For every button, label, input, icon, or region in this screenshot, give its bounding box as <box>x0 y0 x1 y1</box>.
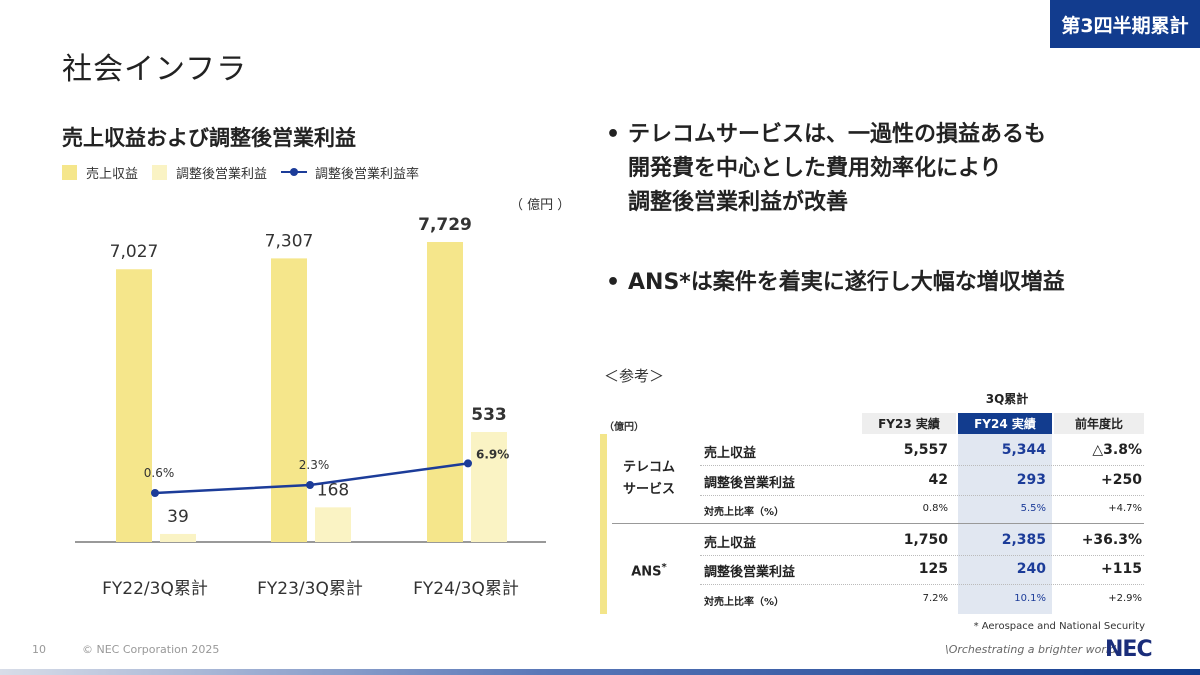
page-title: 社会インフラ <box>62 52 248 87</box>
data-label-revenue: 7,729 <box>418 215 472 235</box>
row-label-revenue: 売上収益 <box>704 446 757 461</box>
segment-divider <box>612 523 1144 524</box>
row-label-margin: 対売上比率（%） <box>704 507 785 518</box>
row-label-op-income: 調整後営業利益 <box>704 565 796 580</box>
segment-accent-bar <box>600 434 607 614</box>
segment-name-ans-mark: * <box>661 562 667 573</box>
row-divider <box>700 584 1144 585</box>
table-unit-label: （億円） <box>604 422 644 433</box>
bar-op-income <box>315 507 351 542</box>
copyright: © NEC Corporation 2025 <box>82 643 220 656</box>
cell-telecom-margin-yoy: +4.7% <box>1108 503 1142 514</box>
point-margin <box>151 489 159 497</box>
data-label-op-income: 533 <box>471 405 507 425</box>
cell-ans-revenue-yoy: +36.3% <box>1081 532 1142 548</box>
cell-telecom-margin-fy24: 5.5% <box>1020 503 1046 514</box>
tagline: \Orchestrating a brighter world <box>945 643 1116 656</box>
legend-label-revenue: 売上収益 <box>86 166 139 182</box>
cell-telecom-revenue-fy24: 5,344 <box>1001 442 1046 458</box>
cell-telecom-revenue-yoy: △3.8% <box>1092 442 1142 458</box>
legend-item-revenue: 売上収益 <box>62 163 138 182</box>
segment-name-telecom: テレコム サービス <box>612 457 686 501</box>
bullet-ans: • ANS*は案件を着実に遂行し大幅な増収増益 <box>602 266 1172 300</box>
data-label-revenue: 7,307 <box>265 231 314 251</box>
x-tick-label: FY22/3Q累計 <box>102 579 208 599</box>
cell-ans-op-income-fy23: 125 <box>918 561 948 577</box>
cell-telecom-op-income-yoy: +250 <box>1101 472 1142 488</box>
period-header: 3Q累計 <box>985 392 1029 406</box>
row-divider <box>700 495 1144 496</box>
reference-label: ＜参考＞ <box>604 367 665 385</box>
point-margin <box>464 459 472 468</box>
chart-unit-label: （ 億円 ） <box>510 198 571 213</box>
cell-ans-margin-yoy: +2.9% <box>1108 593 1142 604</box>
data-label-margin: 2.3% <box>299 458 330 472</box>
bar-op-income <box>471 432 507 542</box>
bar-revenue <box>116 269 152 542</box>
bar-revenue <box>427 242 463 542</box>
legend-label-op-income: 調整後営業利益 <box>176 166 268 182</box>
cell-telecom-op-income-fy24: 293 <box>1016 472 1046 488</box>
data-label-margin: 6.9% <box>476 447 509 461</box>
bar-op-income <box>160 533 196 542</box>
period-badge: 第3四半期累計 <box>1050 0 1200 48</box>
bottom-gradient-band <box>0 669 1200 675</box>
cell-ans-margin-fy23: 7.2% <box>922 593 948 604</box>
row-label-revenue: 売上収益 <box>704 536 757 551</box>
chart-title: 売上収益および調整後営業利益 <box>62 126 356 150</box>
segment-name-telecom-line-1: テレコム <box>622 460 675 475</box>
bullet-dot: • <box>606 122 621 147</box>
col-header-fy23: FY23 実績 <box>862 413 956 434</box>
data-label-op-income: 39 <box>167 507 189 527</box>
data-label-revenue: 7,027 <box>110 242 159 262</box>
cell-ans-op-income-yoy: +115 <box>1101 561 1142 577</box>
cell-telecom-op-income-fy23: 42 <box>928 472 948 488</box>
cell-telecom-revenue-fy23: 5,557 <box>903 442 948 458</box>
row-label-op-income: 調整後営業利益 <box>704 476 796 491</box>
nec-logo: NEC <box>1105 637 1153 662</box>
bullet-telecom-line-3: 調整後営業利益が改善 <box>628 190 849 215</box>
segment-name-telecom-line-2: サービス <box>622 482 675 497</box>
bullet-ans-line-1: ANS*は案件を着実に遂行し大幅な増収増益 <box>628 270 1065 295</box>
bar-revenue <box>271 258 307 542</box>
data-label-margin: 0.6% <box>144 466 175 480</box>
legend-swatch-revenue <box>62 164 77 180</box>
cell-ans-margin-fy24: 10.1% <box>1014 593 1046 604</box>
cell-ans-revenue-fy23: 1,750 <box>903 532 948 548</box>
row-label-margin: 対売上比率（%） <box>704 597 785 608</box>
x-tick-label: FY24/3Q累計 <box>413 579 519 599</box>
bullet-dot: • <box>606 270 621 295</box>
footnote: * Aerospace and National Security <box>973 621 1145 632</box>
bullet-telecom-line-2: 開発費を中心とした費用効率化により <box>628 156 1002 181</box>
bullet-telecom: • テレコムサービスは、一過性の損益あるも 開発費を中心とした費用効率化により … <box>602 118 1172 220</box>
row-divider <box>700 555 1144 556</box>
fy24-highlight-column <box>958 434 1052 614</box>
cell-ans-op-income-fy24: 240 <box>1016 561 1046 577</box>
legend-line-swatch-margin <box>281 165 308 179</box>
revenue-profit-chart: 7,027 39 FY22/3Q累計 7,307 168 FY23/3Q累計 7,729 53… <box>75 215 546 599</box>
key-points: • テレコムサービスは、一過性の損益あるも 開発費を中心とした費用効率化により … <box>602 118 1172 300</box>
bullet-telecom-line-1: テレコムサービスは、一過性の損益あるも <box>628 122 1047 147</box>
col-header-fy24: FY24 実績 <box>958 413 1052 434</box>
legend-label-margin: 調整後営業利益率 <box>315 166 420 182</box>
segment-name-ans: ANS* <box>612 557 686 583</box>
x-tick-label: FY23/3Q累計 <box>257 579 363 599</box>
legend-item-op-income: 調整後営業利益 <box>152 163 267 182</box>
cell-telecom-margin-fy23: 0.8% <box>922 503 948 514</box>
chart-legend: 売上収益 調整後営業利益 調整後営業利益率 <box>62 160 433 184</box>
legend-swatch-op-income <box>152 164 168 180</box>
row-divider <box>700 465 1144 466</box>
segment-name-ans-label: ANS <box>631 564 662 580</box>
col-header-yoy: 前年度比 <box>1054 413 1144 434</box>
page-number: 10 <box>32 643 46 656</box>
point-margin <box>306 481 314 490</box>
legend-item-margin: 調整後営業利益率 <box>281 163 419 182</box>
data-label-op-income: 168 <box>317 480 349 500</box>
cell-ans-revenue-fy24: 2,385 <box>1001 532 1046 548</box>
